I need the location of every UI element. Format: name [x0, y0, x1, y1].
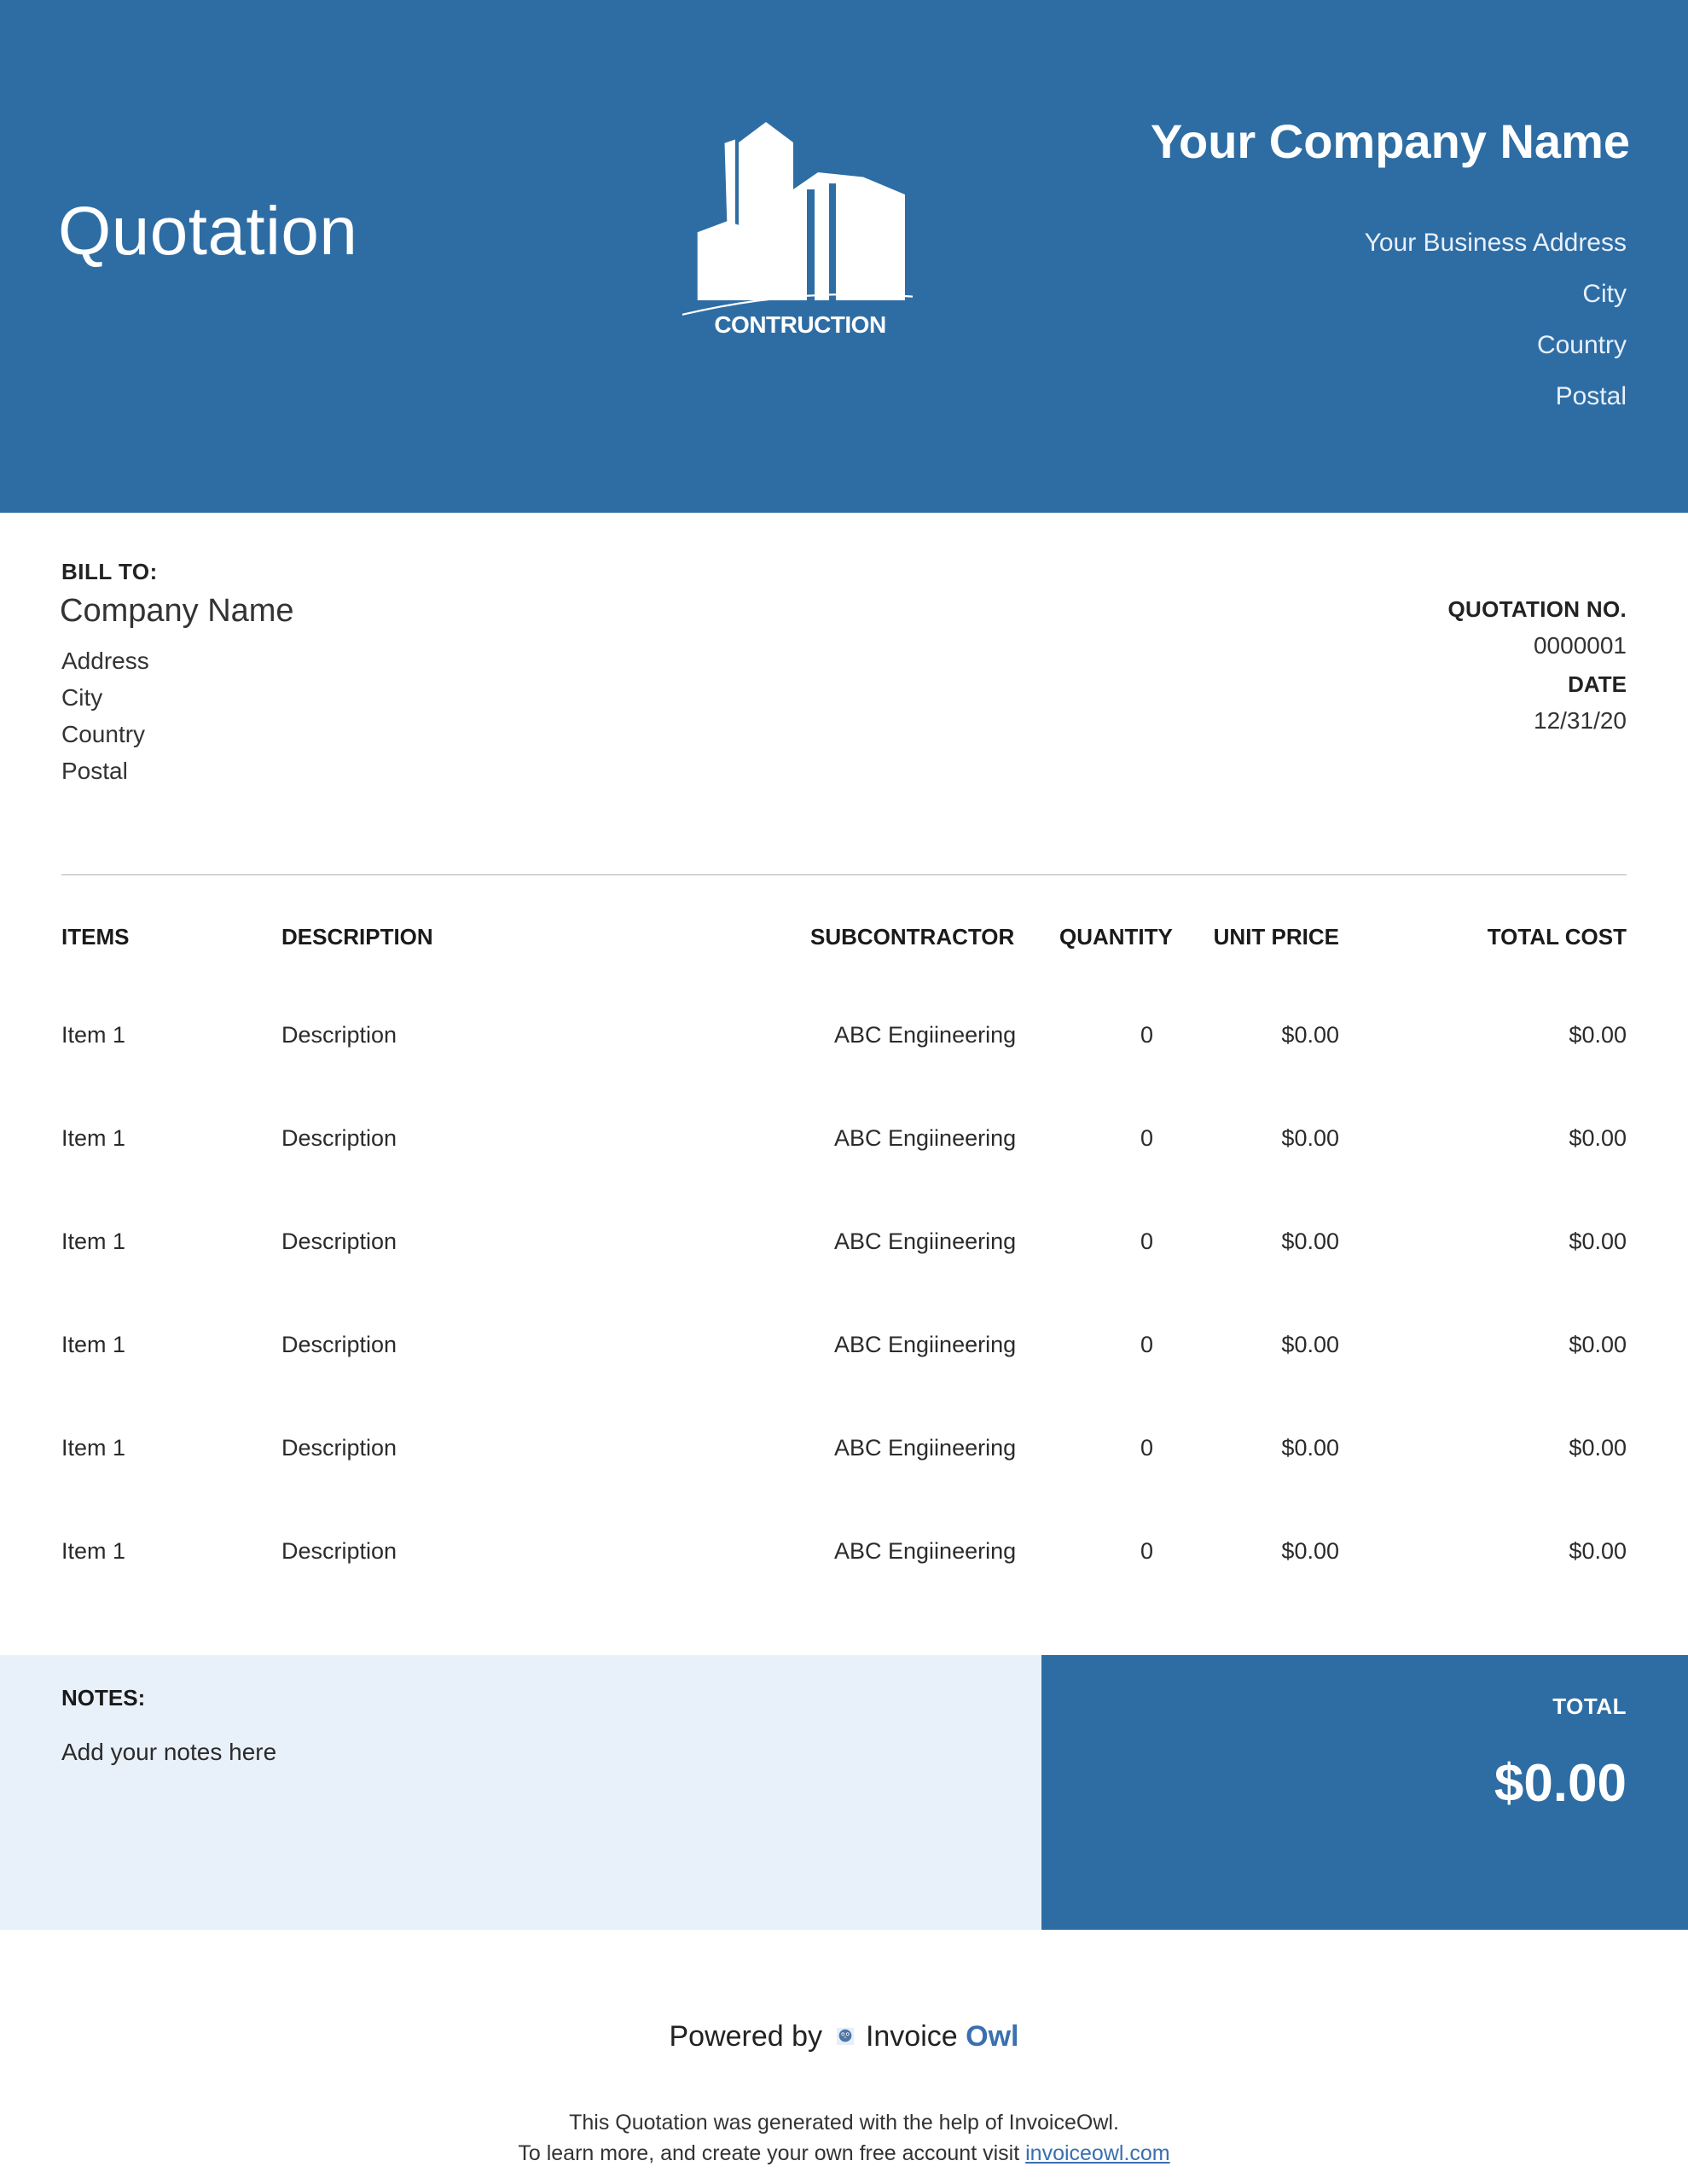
svg-text:CONTRUCTION: CONTRUCTION	[714, 311, 885, 338]
